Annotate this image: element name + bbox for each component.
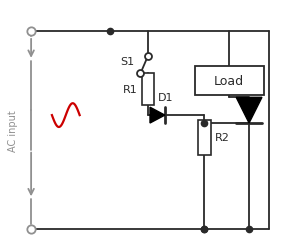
Bar	[195, 66, 264, 96]
Polygon shape	[150, 108, 165, 124]
Text: Load: Load	[214, 75, 244, 88]
Bar	[198, 120, 211, 155]
Text: S1: S1	[120, 56, 134, 66]
Text: AC input: AC input	[8, 110, 18, 151]
Text: D1: D1	[158, 93, 174, 103]
Text: R2: R2	[215, 133, 230, 143]
Polygon shape	[236, 98, 262, 124]
Text: R1: R1	[123, 84, 138, 94]
Bar	[142, 73, 154, 106]
